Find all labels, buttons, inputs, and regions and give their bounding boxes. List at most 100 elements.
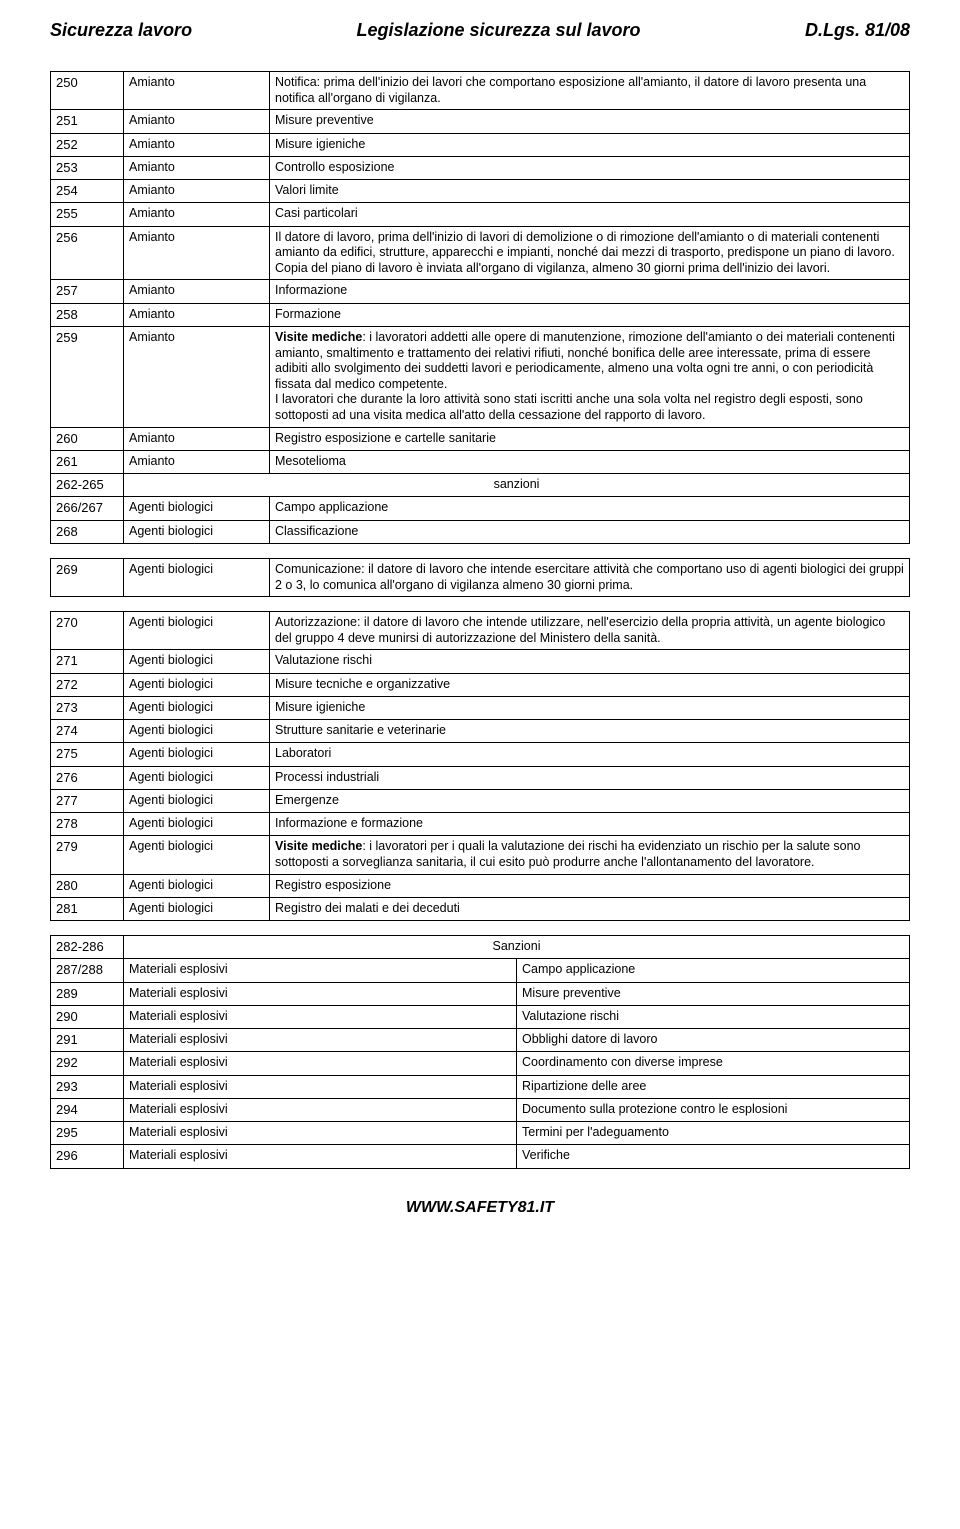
article-description: Registro esposizione (270, 874, 910, 897)
article-number: 256 (51, 226, 124, 280)
article-description: Valutazione rischi (270, 650, 910, 673)
table-row: 296Materiali esplosiviVerifiche (51, 1145, 910, 1168)
article-number: 253 (51, 156, 124, 179)
article-description: Casi particolari (270, 203, 910, 226)
article-number: 271 (51, 650, 124, 673)
table-row: 279Agenti biologiciVisite mediche: i lav… (51, 836, 910, 874)
table-row: 260AmiantoRegistro esposizione e cartell… (51, 427, 910, 450)
article-description: Laboratori (270, 743, 910, 766)
header-left: Sicurezza lavoro (50, 20, 192, 41)
article-category: Agenti biologici (124, 612, 270, 650)
article-category: Agenti biologici (124, 836, 270, 874)
table-row: 291Materiali esplosiviObblighi datore di… (51, 1029, 910, 1052)
article-description: Coordinamento con diverse imprese (517, 1052, 910, 1075)
article-description: Strutture sanitarie e veterinarie (270, 720, 910, 743)
article-number: 276 (51, 766, 124, 789)
article-description: Registro esposizione e cartelle sanitari… (270, 427, 910, 450)
page-header: Sicurezza lavoro Legislazione sicurezza … (50, 20, 910, 41)
article-number: 275 (51, 743, 124, 766)
table-row: 262-265sanzioni (51, 474, 910, 497)
article-description: Obblighi datore di lavoro (517, 1029, 910, 1052)
article-number: 261 (51, 450, 124, 473)
article-number: 279 (51, 836, 124, 874)
article-category: Materiali esplosivi (124, 1075, 517, 1098)
table-row: 281Agenti biologiciRegistro dei malati e… (51, 897, 910, 920)
table-row: 275Agenti biologiciLaboratori (51, 743, 910, 766)
article-description: sanzioni (124, 474, 910, 497)
table-row: 273Agenti biologiciMisure igieniche (51, 696, 910, 719)
article-number: 274 (51, 720, 124, 743)
table-row: 270Agenti biologiciAutorizzazione: il da… (51, 612, 910, 650)
table-row: 258AmiantoFormazione (51, 303, 910, 326)
article-category: Agenti biologici (124, 497, 270, 520)
article-number: 282-286 (51, 936, 124, 959)
article-number: 272 (51, 673, 124, 696)
article-number: 294 (51, 1098, 124, 1121)
article-category: Materiali esplosivi (124, 959, 517, 982)
table-row: 274Agenti biologiciStrutture sanitarie e… (51, 720, 910, 743)
article-description: Misure preventive (517, 982, 910, 1005)
article-number: 254 (51, 180, 124, 203)
article-description: Misure preventive (270, 110, 910, 133)
article-number: 289 (51, 982, 124, 1005)
article-category: Amianto (124, 133, 270, 156)
article-description: Valori limite (270, 180, 910, 203)
article-number: 270 (51, 612, 124, 650)
article-category: Amianto (124, 203, 270, 226)
article-category: Agenti biologici (124, 696, 270, 719)
table-row: 266/267Agenti biologiciCampo applicazion… (51, 497, 910, 520)
article-number: 293 (51, 1075, 124, 1098)
article-number: 252 (51, 133, 124, 156)
table-row: 259AmiantoVisite mediche: i lavoratori a… (51, 326, 910, 427)
article-description: Formazione (270, 303, 910, 326)
article-number: 266/267 (51, 497, 124, 520)
article-description: Misure tecniche e organizzative (270, 673, 910, 696)
article-number: 287/288 (51, 959, 124, 982)
table-row: 272Agenti biologiciMisure tecniche e org… (51, 673, 910, 696)
table-row: 289Materiali esplosiviMisure preventive (51, 982, 910, 1005)
table-row: 271Agenti biologiciValutazione rischi (51, 650, 910, 673)
table-row: 277Agenti biologiciEmergenze (51, 789, 910, 812)
article-number: 257 (51, 280, 124, 303)
page: Sicurezza lavoro Legislazione sicurezza … (0, 0, 960, 1247)
table-row: 295Materiali esplosiviTermini per l'adeg… (51, 1122, 910, 1145)
article-number: 296 (51, 1145, 124, 1168)
article-category: Amianto (124, 226, 270, 280)
table-row: 290Materiali esplosiviValutazione rischi (51, 1005, 910, 1028)
table-row: 251AmiantoMisure preventive (51, 110, 910, 133)
articles-table-3: 270Agenti biologiciAutorizzazione: il da… (50, 611, 910, 921)
article-description: Classificazione (270, 520, 910, 543)
article-category: Materiali esplosivi (124, 1098, 517, 1121)
table-row: 256AmiantoIl datore di lavoro, prima del… (51, 226, 910, 280)
article-category: Agenti biologici (124, 789, 270, 812)
header-center: Legislazione sicurezza sul lavoro (356, 20, 640, 41)
table-row: 261AmiantoMesotelioma (51, 450, 910, 473)
article-description: Informazione (270, 280, 910, 303)
article-category: Amianto (124, 72, 270, 110)
article-category: Materiali esplosivi (124, 1052, 517, 1075)
table-row: 280Agenti biologiciRegistro esposizione (51, 874, 910, 897)
table-row: 278Agenti biologiciInformazione e formaz… (51, 813, 910, 836)
article-description: Processi industriali (270, 766, 910, 789)
page-footer: WWW.SAFETY81.IT (50, 1199, 910, 1217)
article-category: Materiali esplosivi (124, 1005, 517, 1028)
article-description: Comunicazione: il datore di lavoro che i… (270, 558, 910, 596)
article-number: 280 (51, 874, 124, 897)
article-category: Agenti biologici (124, 650, 270, 673)
table-row: 252AmiantoMisure igieniche (51, 133, 910, 156)
article-category: Amianto (124, 450, 270, 473)
article-category: Amianto (124, 303, 270, 326)
article-category: Agenti biologici (124, 558, 270, 596)
article-description: Mesotelioma (270, 450, 910, 473)
table-row: 250AmiantoNotifica: prima dell'inizio de… (51, 72, 910, 110)
article-number: 291 (51, 1029, 124, 1052)
article-number: 260 (51, 427, 124, 450)
article-category: Amianto (124, 180, 270, 203)
article-description: Emergenze (270, 789, 910, 812)
article-number: 255 (51, 203, 124, 226)
article-description: Campo applicazione (517, 959, 910, 982)
article-description: Valutazione rischi (517, 1005, 910, 1028)
table-row: 253AmiantoControllo esposizione (51, 156, 910, 179)
article-number: 295 (51, 1122, 124, 1145)
article-category: Agenti biologici (124, 813, 270, 836)
